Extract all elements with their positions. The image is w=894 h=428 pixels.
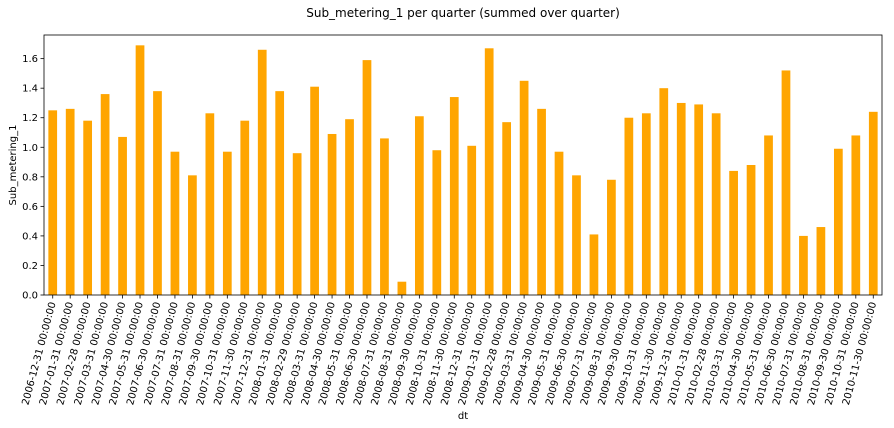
bar bbox=[851, 135, 861, 295]
bar bbox=[729, 170, 738, 295]
bar bbox=[275, 91, 285, 295]
bar bbox=[467, 145, 477, 295]
chart-title: Sub_metering_1 per quarter (summed over … bbox=[306, 6, 620, 20]
bar bbox=[414, 116, 424, 295]
bar bbox=[868, 111, 878, 295]
x-axis-label: dt bbox=[458, 411, 468, 422]
y-tick-label: 1.2 bbox=[22, 113, 38, 124]
y-tick-label: 0.0 bbox=[22, 291, 38, 302]
bar bbox=[833, 148, 843, 295]
bar bbox=[362, 60, 372, 295]
bar bbox=[188, 175, 197, 295]
bar bbox=[711, 113, 721, 295]
bar bbox=[380, 138, 389, 295]
bar bbox=[240, 120, 250, 296]
bar bbox=[257, 49, 267, 295]
bar bbox=[170, 151, 180, 295]
bar bbox=[292, 153, 302, 295]
bar bbox=[764, 135, 773, 295]
bar bbox=[205, 113, 215, 295]
bar bbox=[816, 227, 826, 295]
bar bbox=[327, 133, 337, 295]
y-tick-label: 0.4 bbox=[22, 231, 38, 242]
bar bbox=[484, 48, 494, 295]
bar bbox=[607, 179, 616, 295]
bar bbox=[118, 136, 127, 295]
bar bbox=[694, 104, 704, 296]
bar bbox=[572, 175, 581, 295]
bar bbox=[100, 94, 110, 295]
y-axis-label: Sub_metering_1 bbox=[8, 125, 19, 206]
y-tick-label: 0.6 bbox=[22, 202, 38, 213]
y-tick-label: 1.6 bbox=[22, 54, 38, 65]
bar bbox=[676, 102, 686, 295]
bar bbox=[135, 45, 145, 296]
y-tick-label: 1.0 bbox=[22, 143, 38, 154]
bar bbox=[222, 151, 232, 295]
bar bbox=[153, 91, 162, 295]
bar bbox=[746, 165, 756, 295]
bar bbox=[65, 108, 75, 295]
bar bbox=[432, 150, 442, 295]
bar bbox=[519, 80, 529, 295]
bars-group bbox=[48, 45, 878, 296]
y-tick-label: 1.4 bbox=[22, 84, 38, 95]
bar bbox=[83, 120, 93, 296]
y-tick-label: 0.8 bbox=[22, 172, 38, 183]
bar bbox=[397, 281, 407, 295]
bar bbox=[502, 122, 512, 295]
bar bbox=[48, 110, 58, 295]
bar bbox=[537, 108, 546, 295]
bar bbox=[799, 235, 808, 295]
bar bbox=[781, 70, 791, 295]
plot-frame bbox=[43, 34, 883, 296]
bar bbox=[659, 88, 669, 296]
bar bbox=[624, 117, 634, 295]
y-tick-label: 0.2 bbox=[22, 261, 38, 272]
bar bbox=[449, 97, 459, 295]
bar bbox=[589, 234, 599, 295]
bar bbox=[554, 151, 564, 295]
bar bbox=[310, 86, 319, 295]
bar bbox=[641, 113, 651, 295]
y-axis: 0.0 0.2 0.4 0.6 0.8 1.0 1.2 1.4 1.6 bbox=[22, 54, 44, 302]
bar bbox=[345, 119, 354, 295]
